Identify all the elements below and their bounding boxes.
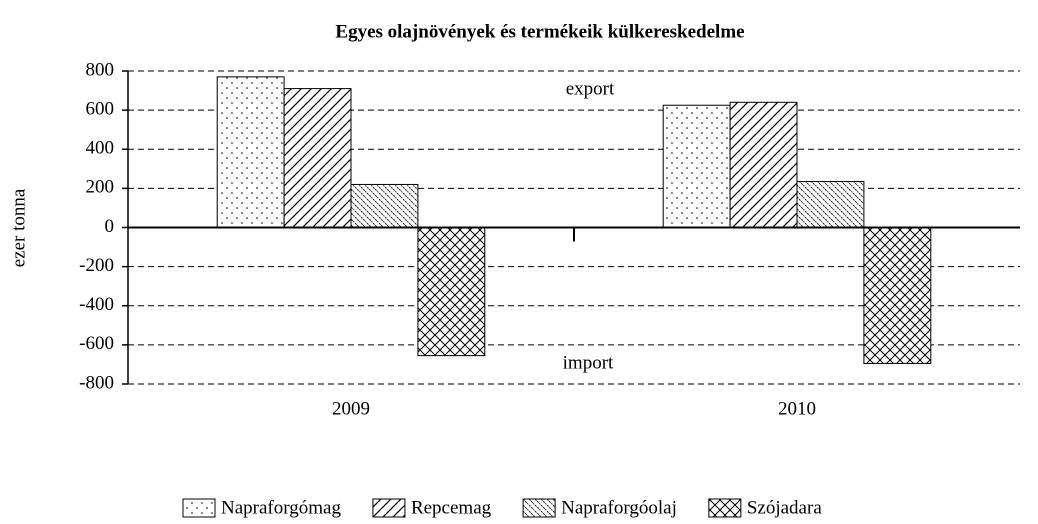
y-tick-label: 0 (105, 216, 115, 237)
x-tick-label: 2009 (332, 398, 370, 419)
y-tick-label: 400 (86, 138, 115, 159)
legend-swatch (372, 498, 406, 518)
y-tick-label: -800 (79, 372, 114, 393)
y-tick-label: -200 (79, 255, 114, 276)
bar (283, 88, 352, 228)
bar (417, 227, 486, 357)
bar (216, 76, 285, 229)
bar (796, 181, 865, 228)
y-tick-label: -400 (79, 294, 114, 315)
chart-title: Egyes olajnövények és termékeik külkeres… (335, 21, 744, 42)
legend-swatch (182, 498, 216, 518)
legend-label: Szójadara (747, 497, 822, 518)
x-tick-label: 2010 (778, 398, 816, 419)
y-tick-label: -600 (79, 333, 114, 354)
bar (863, 227, 932, 364)
y-axis-label: ezer tonna (8, 188, 29, 267)
y-tick-label: 200 (86, 177, 115, 198)
legend-label: Napraforgóolaj (561, 497, 677, 518)
annotation: export (566, 78, 615, 99)
bar (350, 183, 419, 228)
legend-label: Repcemag (411, 497, 492, 518)
y-tick-label: 600 (86, 98, 115, 119)
annotation: import (563, 352, 614, 373)
legend-label: Napraforgómag (221, 497, 341, 518)
bar (662, 104, 731, 228)
y-tick-label: 800 (86, 59, 115, 80)
bar (729, 101, 798, 228)
legend-swatch (708, 498, 742, 518)
legend-swatch (522, 498, 556, 518)
